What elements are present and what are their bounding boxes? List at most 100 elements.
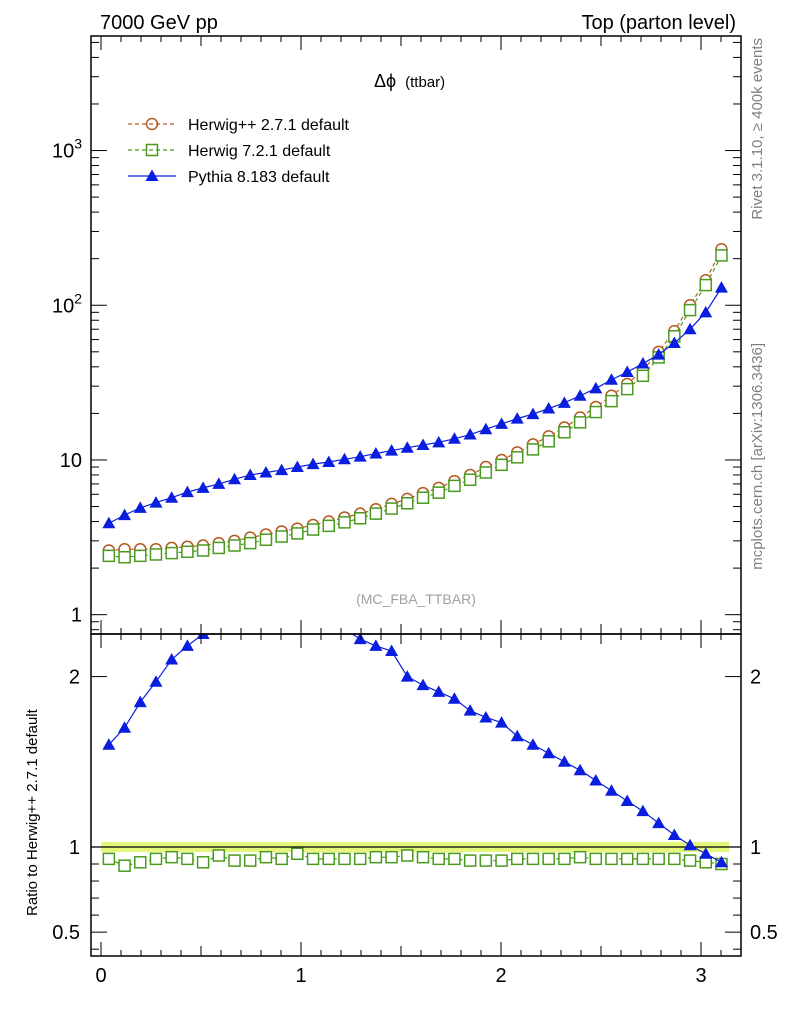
ratio-data-point: [620, 794, 634, 806]
main-data-point: [589, 405, 603, 419]
main-data-point: [134, 549, 147, 563]
ratio-data-point: [526, 738, 540, 750]
legend: Herwig++ 2.7.1 default Herwig 7.2.1 defa…: [128, 117, 350, 186]
ratio-data-point: [369, 850, 383, 864]
main-series-group: [102, 243, 728, 564]
main-data-point: [432, 435, 446, 448]
main-data-point: [495, 458, 508, 472]
ratio-data-point: [385, 644, 399, 657]
main-data-point: [652, 348, 666, 360]
main-data-point: [196, 544, 210, 557]
legend-marker-triangle: [145, 169, 159, 181]
ratio-data-point: [526, 852, 540, 866]
chart-title: Δϕ (ttbar): [374, 71, 445, 91]
legend-label-herwig7: Herwig 7.2.1 default: [188, 143, 331, 160]
main-data-point: [432, 486, 445, 499]
main-data-point: [401, 497, 414, 510]
ratio-data-point: [542, 746, 556, 759]
main-data-point: [573, 389, 587, 401]
main-data-point: [699, 305, 713, 318]
main-panel: 1 10 102 103 Δϕ (ttbar) (MC_FBA_TTBAR) Herw…: [52, 35, 742, 635]
ratio-data-point: [667, 828, 681, 841]
ratio-data-point: [228, 854, 241, 867]
x-tick-label: 1: [295, 965, 306, 987]
ratio-y-tick-label-right: 2: [750, 667, 761, 689]
ratio-data-point: [652, 852, 665, 866]
main-data-point: [337, 452, 351, 465]
legend-label-herwigpp: Herwig++ 2.7.1 default: [188, 117, 350, 134]
chart-title-sub: (ttbar): [405, 74, 445, 91]
main-data-point: [118, 508, 132, 521]
header-right-title: Top (parton level): [581, 12, 736, 34]
main-data-point: [243, 468, 257, 480]
legend-marker-square: [145, 143, 159, 157]
main-data-point: [322, 519, 336, 533]
ratio-data-point: [416, 678, 430, 691]
ratio-y-tick-label-left: 0.5: [52, 922, 80, 944]
main-data-point: [275, 530, 288, 543]
main-data-point: [338, 516, 351, 529]
main-series-line: [108, 249, 722, 552]
main-data-point: [605, 373, 618, 385]
ratio-data-point: [557, 755, 571, 767]
ratio-data-point: [479, 710, 493, 723]
ratio-data-point: [353, 852, 367, 866]
ratio-data-point: [102, 852, 116, 866]
main-data-point: [448, 479, 461, 493]
ratio-data-point: [306, 852, 320, 866]
main-data-point: [228, 472, 242, 485]
main-data-point: [526, 407, 540, 420]
ratio-data-point: [118, 859, 131, 872]
main-data-point: [636, 357, 650, 369]
ratio-data-point: [668, 852, 681, 866]
analysis-label: (MC_FBA_TTBAR): [356, 591, 476, 607]
main-data-point: [181, 545, 194, 559]
main-data-point: [102, 516, 116, 529]
main-data-point: [416, 438, 430, 450]
ratio-data-point: [165, 653, 179, 665]
ratio-data-point: [385, 850, 398, 864]
ratio-data-point: [620, 852, 634, 866]
main-data-point: [306, 523, 320, 536]
main-data-point: [479, 466, 493, 479]
ratio-data-point: [322, 852, 336, 866]
ratio-data-point: [149, 675, 163, 687]
main-data-point: [479, 422, 493, 435]
ratio-y-tick-label-left: 1: [69, 837, 80, 859]
ratio-data-point: [558, 852, 571, 866]
main-y-tick-label: 102: [52, 290, 82, 317]
main-data-point: [510, 412, 524, 424]
main-data-point: [369, 507, 383, 520]
ratio-data-point: [714, 855, 728, 868]
x-tick-label: 2: [495, 965, 506, 987]
main-data-point: [369, 447, 383, 459]
main-data-point: [416, 491, 430, 504]
ratio-data-point: [165, 850, 178, 864]
ratio-y-label: Ratio to Herwig++ 2.7.1 default: [24, 708, 41, 916]
ratio-plot-frame: [90, 633, 742, 957]
main-data-point: [699, 278, 713, 292]
main-y-tick-label: 103: [52, 136, 82, 163]
legend-marker-circle: [145, 117, 159, 131]
main-data-point: [385, 502, 398, 515]
mcplots-label: mcplots.cern.ch [arXiv:1306.3436]: [749, 343, 766, 570]
main-data-point: [573, 416, 587, 429]
main-data-point: [306, 457, 320, 470]
main-data-point: [557, 396, 571, 408]
main-data-point: [291, 527, 304, 540]
ratio-data-point: [275, 852, 288, 866]
ratio-data-point: [463, 704, 477, 716]
legend-entry-herwigpp: Herwig++ 2.7.1 default: [128, 117, 350, 134]
ratio-data-point: [463, 854, 477, 867]
legend-entry-herwig7: Herwig 7.2.1 default: [128, 143, 331, 160]
ratio-data-point: [495, 716, 509, 728]
main-data-point: [149, 548, 163, 561]
ratio-data-point: [683, 838, 697, 851]
ratio-data-point: [605, 784, 618, 796]
ratio-data-point: [447, 692, 461, 704]
ratio-data-point: [102, 738, 116, 750]
x-tick-label: 0: [95, 965, 106, 987]
main-y-tick-label: 1: [71, 605, 82, 627]
ratio-data-point: [133, 695, 147, 708]
main-data-point: [353, 511, 367, 525]
